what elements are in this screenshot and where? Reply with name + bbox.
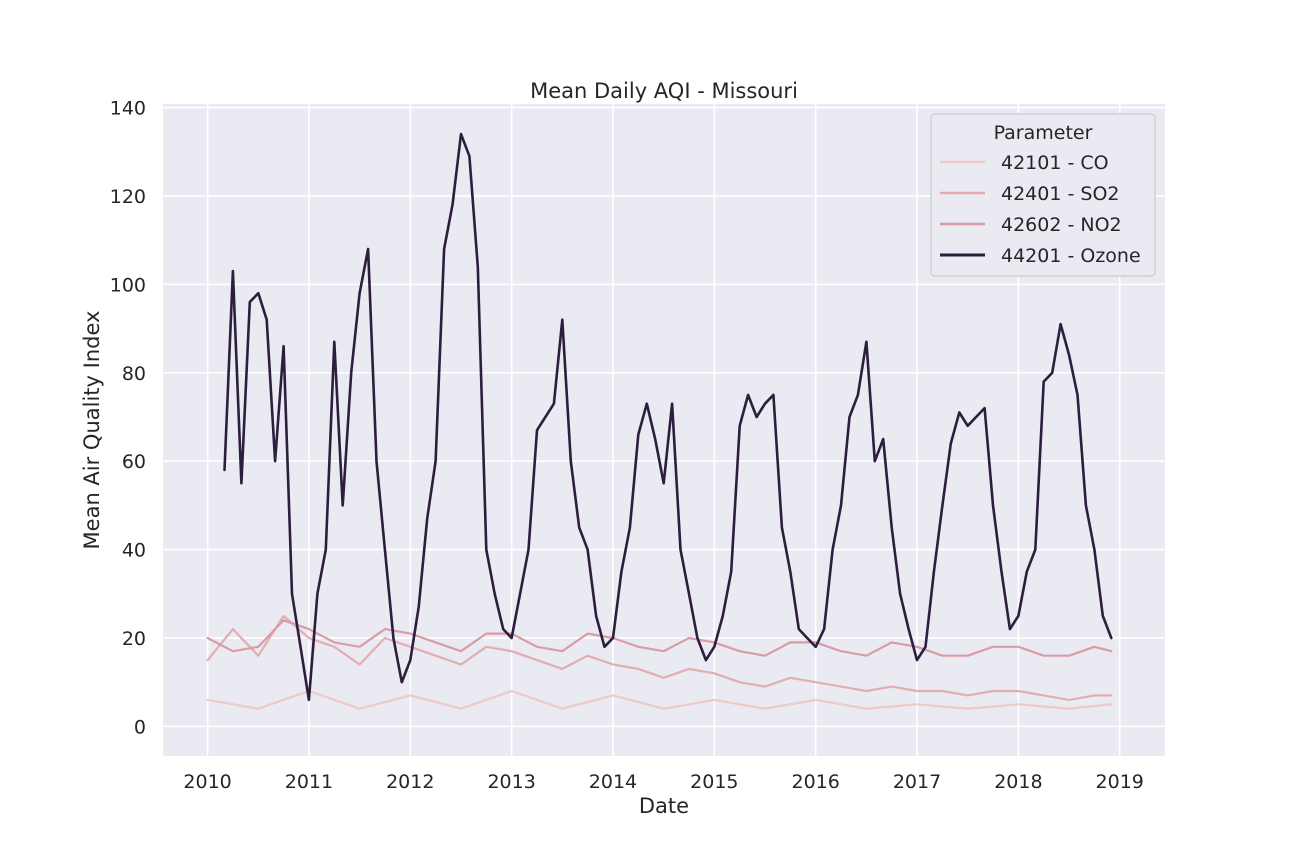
series-line [206, 614, 1113, 702]
x-tick-label: 2017 [893, 771, 941, 793]
legend-entries: 42101 - CO 42401 - SO2 42602 - NO2 44201 - … [940, 152, 1141, 267]
legend-title: Parameter [994, 122, 1093, 144]
series-line [206, 689, 1113, 710]
x-tick-label: 2019 [1096, 771, 1144, 793]
chart-title: Mean Daily AQI - Missouri [530, 79, 798, 103]
x-tick-label: 2014 [589, 771, 637, 793]
axis-ticks: 2010 2011 2012 2013 2014 2015 2016 2017 2018 2019… [110, 98, 1144, 793]
x-tick-label: 2015 [690, 771, 738, 793]
y-tick-label: 20 [122, 628, 146, 650]
y-tick-label: 60 [122, 451, 146, 473]
legend: Parameter 42101 - CO 42401 - SO2 42602 - N… [930, 113, 1156, 277]
x-tick-label: 2011 [285, 771, 333, 793]
legend-label: 42101 - CO [1001, 152, 1109, 174]
legend-label: 44201 - Ozone [1001, 245, 1141, 267]
x-tick-label: 2016 [791, 771, 839, 793]
series-layer [206, 132, 1113, 710]
y-axis-label: Mean Air Quality Index [80, 311, 104, 550]
y-tick-label: 40 [122, 540, 146, 562]
y-tick-label: 140 [110, 98, 146, 120]
legend-label: 42602 - NO2 [1001, 214, 1122, 236]
y-tick-label: 80 [122, 363, 146, 385]
y-tick-label: 120 [110, 186, 146, 208]
x-tick-label: 2018 [994, 771, 1042, 793]
series-line [223, 132, 1113, 702]
x-tick-label: 2012 [386, 771, 434, 793]
x-axis-label: Date [639, 794, 689, 818]
y-tick-label: 0 [134, 716, 146, 738]
series-line [206, 619, 1113, 657]
y-tick-label: 100 [110, 274, 146, 296]
x-tick-label: 2013 [487, 771, 535, 793]
x-tick-label: 2010 [183, 771, 231, 793]
legend-label: 42401 - SO2 [1001, 183, 1119, 205]
legend-box [930, 113, 1156, 277]
